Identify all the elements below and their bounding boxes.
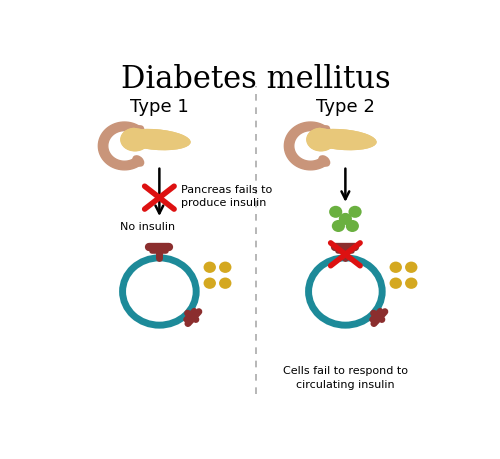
Ellipse shape xyxy=(132,126,144,137)
Text: Type 1: Type 1 xyxy=(130,97,189,115)
Circle shape xyxy=(405,278,417,289)
Text: Diabetes mellitus: Diabetes mellitus xyxy=(122,64,391,95)
Circle shape xyxy=(348,207,362,218)
Circle shape xyxy=(122,258,196,325)
Circle shape xyxy=(329,207,342,218)
Circle shape xyxy=(219,278,232,289)
Circle shape xyxy=(390,278,402,289)
Ellipse shape xyxy=(318,126,330,137)
Text: Type 2: Type 2 xyxy=(316,97,375,115)
Circle shape xyxy=(332,220,345,233)
Circle shape xyxy=(405,262,417,273)
Ellipse shape xyxy=(307,129,376,151)
Text: No insulin: No insulin xyxy=(120,222,176,231)
Circle shape xyxy=(219,262,232,273)
Ellipse shape xyxy=(307,129,376,151)
Ellipse shape xyxy=(132,156,144,168)
Circle shape xyxy=(390,262,402,273)
Ellipse shape xyxy=(318,156,330,168)
Text: Cells fail to respond to
circulating insulin: Cells fail to respond to circulating ins… xyxy=(283,365,408,389)
Polygon shape xyxy=(98,123,142,170)
Circle shape xyxy=(204,278,216,289)
Ellipse shape xyxy=(120,129,150,152)
Ellipse shape xyxy=(120,129,150,152)
Circle shape xyxy=(339,213,352,225)
Ellipse shape xyxy=(121,129,190,151)
Ellipse shape xyxy=(306,129,336,152)
Circle shape xyxy=(204,262,216,273)
Ellipse shape xyxy=(121,129,190,151)
Circle shape xyxy=(308,258,382,325)
Ellipse shape xyxy=(306,129,336,152)
Text: Pancreas fails to
produce insulin: Pancreas fails to produce insulin xyxy=(180,185,272,208)
Circle shape xyxy=(346,220,359,233)
Polygon shape xyxy=(284,123,328,170)
